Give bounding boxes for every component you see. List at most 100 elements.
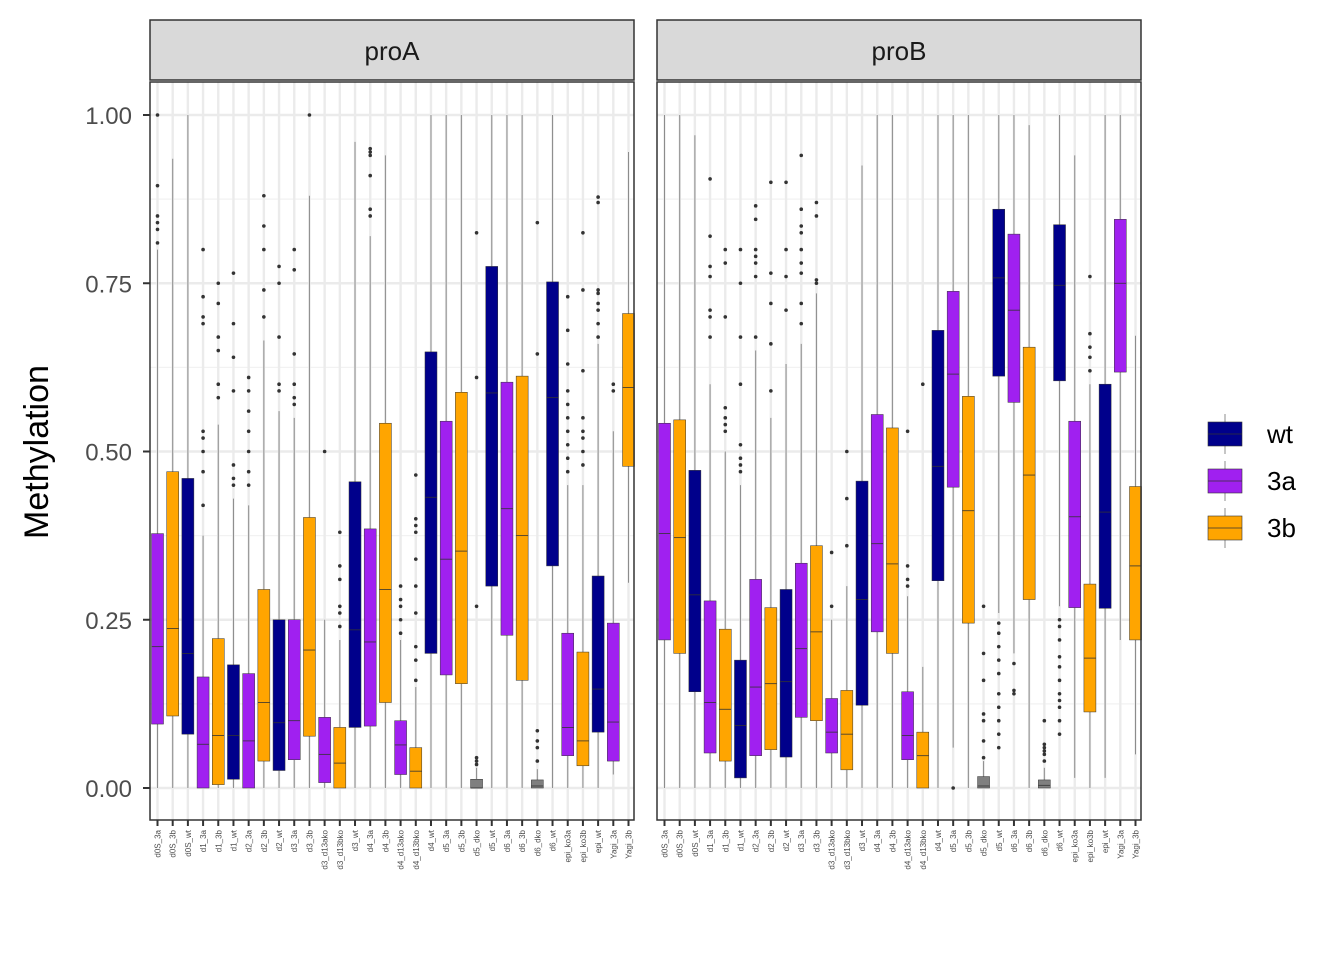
box-outlier — [565, 389, 570, 393]
box-outlier — [596, 335, 600, 339]
x-tick-label: d3_d13bko — [843, 829, 852, 869]
box-outlier — [1057, 691, 1062, 696]
box-outlier — [246, 469, 251, 474]
box-outlier — [201, 503, 205, 508]
box-body — [363, 528, 377, 727]
box-body — [1098, 383, 1112, 609]
box-d1_3a — [703, 177, 717, 788]
box-body — [424, 351, 438, 654]
box-outlier — [799, 261, 804, 265]
box-outlier — [708, 308, 712, 312]
box-outlier — [1042, 749, 1047, 753]
box-outlier — [474, 230, 479, 235]
x-tick-label: d5_wt — [995, 829, 1004, 851]
box-outlier — [708, 315, 712, 319]
y-tick-label: 0.75 — [85, 271, 132, 298]
box-outlier — [905, 577, 910, 582]
box-body — [166, 471, 179, 717]
box-outlier — [1042, 742, 1047, 747]
box-body — [409, 747, 423, 789]
box-body — [916, 731, 930, 789]
box-d4_3a — [870, 115, 884, 788]
box-d2_3a — [242, 375, 255, 789]
box-outlier — [723, 405, 728, 410]
box-outlier — [1057, 654, 1062, 659]
box-outlier — [996, 671, 1001, 676]
box-outlier — [723, 416, 728, 420]
box-outlier — [231, 483, 236, 487]
x-tick-label: d2_3a — [245, 829, 254, 852]
box-body — [470, 779, 483, 789]
box-outlier — [799, 230, 804, 235]
panel-proB: proB d0S_3a d0S_3b d0S_wt d1_3a d1_3b d1_wt d2… — [656, 19, 1142, 870]
box-d3_d13ako — [825, 550, 838, 788]
panel-proA: proA d0S_3a d0S_3b d0S_wt d1_3a d1_3b d1_wt d2… — [149, 19, 635, 870]
box-outlier — [262, 315, 266, 319]
x-tick-label: d6_3a — [1010, 829, 1019, 852]
box-body — [379, 422, 392, 703]
box-body — [1114, 219, 1127, 373]
box-outlier — [799, 153, 804, 158]
box-outlier — [996, 718, 1001, 723]
box-outlier — [996, 644, 1001, 649]
x-tick-label: d4_d13ako — [904, 829, 913, 869]
box-outlier — [535, 352, 540, 356]
box-d5_3a — [946, 115, 960, 790]
box-body — [394, 720, 407, 775]
box-outlier — [738, 335, 743, 339]
box-body — [886, 427, 899, 654]
box-outlier — [474, 755, 479, 760]
box-body — [455, 392, 468, 684]
box-outlier — [1057, 732, 1062, 736]
box-body — [931, 330, 945, 581]
box-outlier — [155, 227, 160, 232]
box-outlier — [708, 335, 712, 339]
x-tick-label: d1_3b — [721, 829, 730, 852]
x-tick-label: d0S_3a — [661, 829, 670, 857]
box-body — [591, 575, 605, 733]
x-tick-label: d4_3b — [888, 829, 897, 852]
x-tick-label: d6_3b — [518, 829, 527, 852]
box-outlier — [338, 577, 342, 582]
box-d5_dko — [977, 604, 990, 789]
box-outlier — [1042, 759, 1047, 763]
box-outlier — [814, 200, 819, 205]
box-body — [870, 414, 884, 633]
box-outlier — [246, 449, 251, 454]
box-outlier — [368, 214, 373, 218]
box-outlier — [474, 604, 479, 609]
x-tick-label: d3_d13ako — [321, 829, 330, 869]
box-outlier — [723, 429, 728, 434]
box-body — [151, 533, 164, 725]
x-tick-label: Yagi_3b — [1132, 829, 1141, 858]
x-tick-label: d6_dko — [533, 829, 542, 856]
x-tick-label: d5_3b — [457, 829, 466, 852]
box-body — [196, 676, 210, 789]
box-outlier — [565, 456, 570, 461]
x-axis-proB: d0S_3a d0S_3b d0S_wt d1_3a d1_3b d1_wt d2_3a d2… — [661, 820, 1141, 870]
box-outlier — [413, 517, 418, 521]
box-outlier — [246, 389, 251, 393]
box-outlier — [814, 214, 819, 218]
boxes-proA — [151, 113, 635, 789]
box-d0S_3a — [151, 113, 164, 788]
box-body — [318, 717, 331, 783]
box-outlier — [596, 291, 600, 296]
box-outlier — [155, 241, 160, 245]
x-tick-label: d0S_3a — [154, 829, 163, 857]
panel-border-proB — [656, 81, 1142, 821]
facet-strip-proB — [656, 19, 1142, 81]
box-outlier — [596, 288, 600, 292]
box-outlier — [769, 301, 773, 306]
box-outlier — [769, 180, 773, 185]
box-outlier — [338, 624, 342, 629]
x-tick-label: d6_dko — [1040, 829, 1049, 856]
box-body — [257, 589, 271, 762]
box-outlier — [1012, 691, 1016, 696]
y-axis: 0.00 0.25 0.50 0.75 1.00 — [85, 103, 150, 803]
box-d4_d13bko — [916, 382, 930, 789]
box-outlier — [723, 261, 728, 265]
box-epi_ko3b — [576, 230, 590, 788]
box-d6_3b — [515, 115, 529, 788]
box-body — [794, 562, 808, 718]
